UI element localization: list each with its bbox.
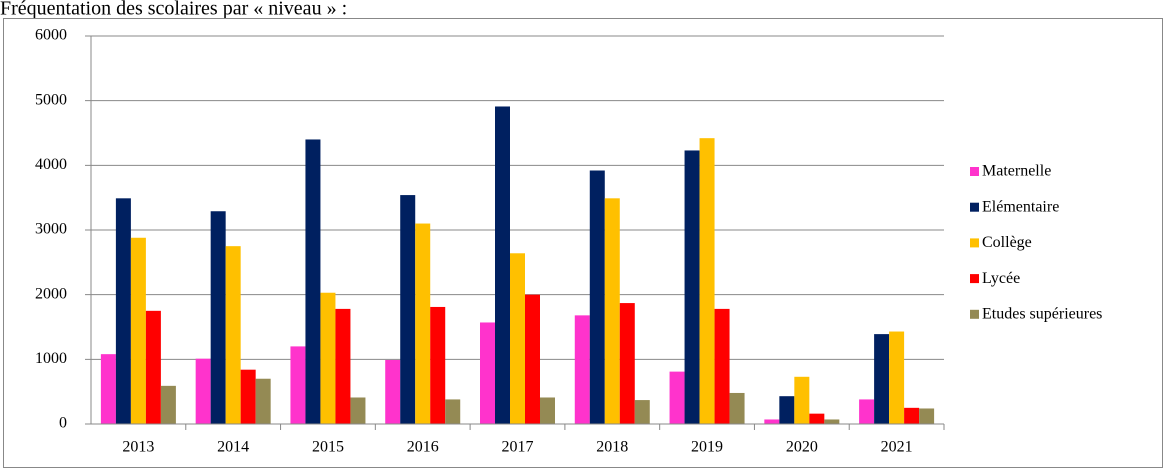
bar [714, 308, 730, 424]
y-tick-label: 3000 [35, 221, 67, 238]
bar [540, 397, 555, 424]
y-tick-label: 1000 [35, 350, 67, 367]
x-tick-label: 2018 [596, 439, 628, 456]
bar [525, 294, 540, 424]
bar [604, 198, 620, 424]
bar [824, 419, 840, 424]
legend-label: Maternelle [982, 163, 1051, 180]
x-tick-label: 2016 [407, 439, 439, 456]
bar [480, 322, 495, 424]
bar [195, 358, 211, 424]
bar [445, 399, 461, 424]
y-tick-label: 4000 [35, 156, 67, 173]
legend-swatch [970, 309, 979, 319]
chart-title: Fréquentation des scolaires par « niveau… [0, 0, 347, 20]
bar [385, 359, 401, 424]
bar [510, 253, 525, 424]
bar [225, 246, 241, 424]
bar [320, 292, 336, 424]
bar [589, 170, 605, 424]
bar [130, 237, 146, 424]
bar [210, 211, 226, 424]
bar [115, 198, 131, 424]
bar [335, 308, 351, 424]
bar [904, 407, 920, 424]
x-tick-label: 2021 [881, 439, 913, 456]
bar [350, 397, 366, 424]
bar [240, 369, 256, 424]
x-tick-label: 2019 [691, 439, 723, 456]
bar [699, 138, 715, 424]
y-tick-label: 6000 [35, 27, 67, 44]
bar [145, 310, 161, 424]
bar [574, 315, 590, 424]
bar [415, 223, 431, 424]
bar [100, 354, 116, 424]
legend-label: Collège [982, 234, 1032, 251]
legend-swatch [970, 274, 979, 284]
x-tick-label: 2017 [502, 439, 534, 456]
legend-swatch [970, 167, 979, 176]
bar [619, 303, 635, 424]
x-tick-label: 2020 [786, 439, 818, 456]
bar [684, 150, 700, 424]
bar [305, 139, 321, 424]
bar [495, 106, 510, 424]
legend-label: Lycée [982, 270, 1020, 287]
x-tick-label: 2013 [122, 439, 154, 456]
bar [809, 413, 825, 424]
bar [794, 376, 810, 424]
bar [400, 195, 416, 424]
bar [290, 346, 306, 424]
chart-frame [3, 18, 1163, 468]
bar [255, 378, 271, 424]
bar [729, 392, 745, 424]
bar [919, 408, 935, 424]
bar [859, 399, 875, 424]
x-tick-label: 2015 [312, 439, 344, 456]
bar [160, 385, 176, 424]
legend-swatch [970, 238, 979, 248]
bar [634, 400, 650, 424]
bar [779, 396, 795, 424]
bar [889, 331, 905, 424]
bar [669, 371, 685, 424]
y-tick-label: 2000 [35, 285, 67, 302]
y-tick-label: 0 [59, 415, 67, 432]
y-tick-label: 5000 [35, 91, 67, 108]
bar [764, 419, 780, 424]
legend-swatch [970, 202, 979, 212]
legend-label: Etudes supérieures [982, 305, 1102, 322]
legend-label: Elémentaire [982, 198, 1059, 215]
bar [874, 334, 890, 424]
bar [430, 306, 446, 424]
x-tick-label: 2014 [217, 439, 249, 456]
